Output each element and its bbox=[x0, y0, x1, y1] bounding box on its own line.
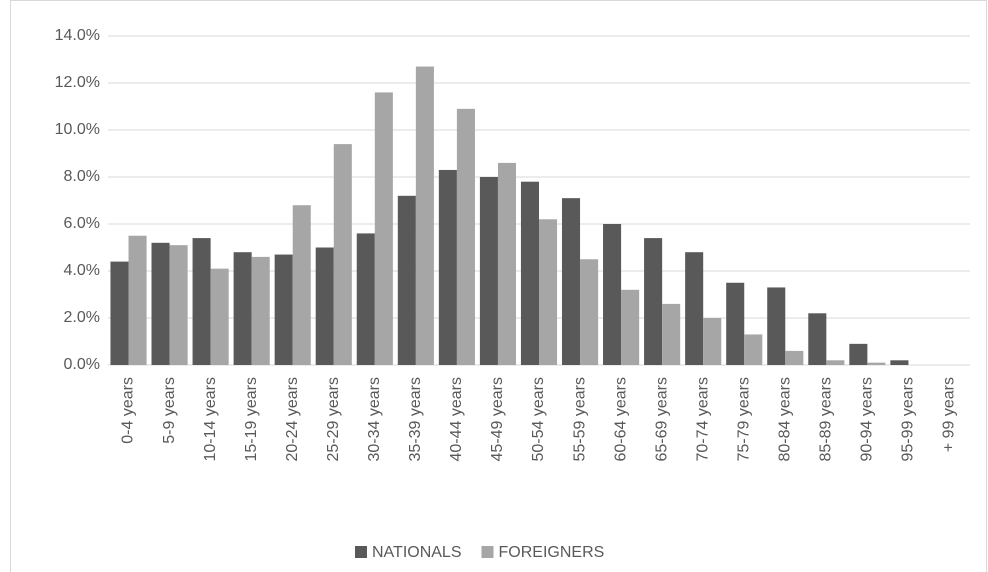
bar bbox=[867, 362, 886, 365]
y-tick-label: 6.0% bbox=[64, 215, 100, 232]
bar bbox=[826, 360, 845, 365]
x-tick-label: 45-49 years bbox=[489, 377, 506, 462]
bar bbox=[438, 169, 457, 365]
bar bbox=[479, 177, 498, 365]
bar bbox=[456, 108, 475, 365]
x-tick-label: 15-19 years bbox=[243, 377, 260, 462]
bar bbox=[415, 66, 434, 366]
x-tick-label: 60-64 years bbox=[612, 377, 629, 462]
bar bbox=[785, 350, 804, 365]
bar bbox=[233, 252, 252, 365]
bar bbox=[561, 198, 581, 365]
y-tick-label: 4.0% bbox=[64, 262, 100, 279]
y-tick-label: 8.0% bbox=[64, 168, 100, 185]
legend-swatch bbox=[481, 546, 494, 558]
x-tick-label: 85-89 years bbox=[818, 377, 835, 462]
x-tick-label: 10-14 years bbox=[202, 377, 219, 462]
bar bbox=[726, 282, 745, 365]
y-tick-label: 0.0% bbox=[64, 356, 100, 373]
bar bbox=[767, 287, 786, 365]
bar bbox=[128, 235, 147, 365]
bar bbox=[890, 360, 909, 365]
bar bbox=[662, 303, 681, 365]
x-tick-label: 35-39 years bbox=[407, 377, 424, 462]
x-tick-label: 55-59 years bbox=[571, 377, 588, 462]
bar bbox=[374, 92, 393, 366]
legend-swatch bbox=[355, 546, 367, 558]
x-tick-label: 90-94 years bbox=[859, 377, 876, 462]
y-tick-label: 2.0% bbox=[64, 309, 100, 326]
x-tick-label: 50-54 years bbox=[530, 377, 547, 462]
x-tick-label: 0-4 years bbox=[120, 377, 137, 444]
bar bbox=[808, 313, 827, 365]
bar bbox=[210, 268, 229, 365]
x-tick-label: 20-24 years bbox=[284, 377, 301, 462]
bar bbox=[192, 238, 211, 365]
bar bbox=[292, 205, 311, 365]
x-tick-label: 70-74 years bbox=[694, 377, 711, 462]
x-tick-label: 40-44 years bbox=[448, 377, 465, 462]
bar bbox=[520, 181, 539, 365]
bar bbox=[685, 252, 704, 365]
bar bbox=[603, 224, 622, 365]
bar bbox=[151, 242, 170, 365]
x-tick-label: + 99 years bbox=[941, 377, 958, 452]
y-tick-label: 12.0% bbox=[55, 74, 100, 91]
x-tick-label: 75-79 years bbox=[735, 377, 752, 462]
bar bbox=[703, 318, 722, 365]
bar bbox=[169, 245, 188, 365]
x-tick-label: 80-84 years bbox=[777, 377, 794, 462]
bar bbox=[497, 162, 517, 365]
bar bbox=[621, 289, 640, 365]
bar bbox=[274, 254, 293, 365]
chart-frame bbox=[10, 0, 987, 572]
bar bbox=[849, 343, 868, 365]
bar bbox=[744, 334, 763, 365]
bar bbox=[539, 219, 558, 365]
y-tick-label: 10.0% bbox=[55, 121, 100, 138]
bar bbox=[397, 195, 416, 365]
bar bbox=[580, 259, 599, 365]
x-tick-label: 95-99 years bbox=[900, 377, 917, 462]
x-tick-label: 65-69 years bbox=[653, 377, 670, 462]
legend-label: NATIONALS bbox=[372, 544, 462, 561]
x-tick-label: 25-29 years bbox=[325, 377, 342, 462]
x-tick-label: 5-9 years bbox=[161, 377, 178, 444]
bar bbox=[644, 238, 663, 365]
legend-label: FOREIGNERS bbox=[499, 544, 605, 561]
bar bbox=[315, 247, 334, 365]
bar bbox=[251, 256, 270, 365]
x-tick-label: 30-34 years bbox=[366, 377, 383, 462]
bar bbox=[110, 261, 129, 365]
bar bbox=[356, 233, 375, 365]
y-tick-label: 14.0% bbox=[55, 27, 100, 44]
bar bbox=[333, 144, 352, 365]
